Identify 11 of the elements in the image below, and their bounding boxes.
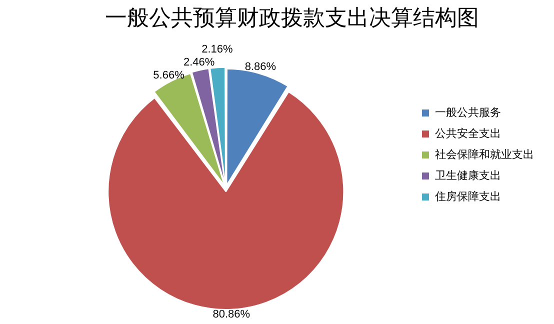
data-label: 5.66% <box>153 70 185 82</box>
chart-title: 一般公共预算财政拨款支出决算结构图 <box>105 4 479 30</box>
data-label: 2.46% <box>183 56 215 69</box>
legend-label: 社会保障和就业支出 <box>435 148 534 162</box>
data-label: 8.86% <box>244 60 276 73</box>
legend-label: 住房保障支出 <box>435 190 501 204</box>
data-label: 80.86% <box>212 308 250 320</box>
legend-label: 一般公共服务 <box>435 106 501 120</box>
legend-label: 公共安全支出 <box>435 127 501 140</box>
legend-label: 卫生健康支出 <box>435 169 501 182</box>
data-label: 2.16% <box>202 44 233 56</box>
